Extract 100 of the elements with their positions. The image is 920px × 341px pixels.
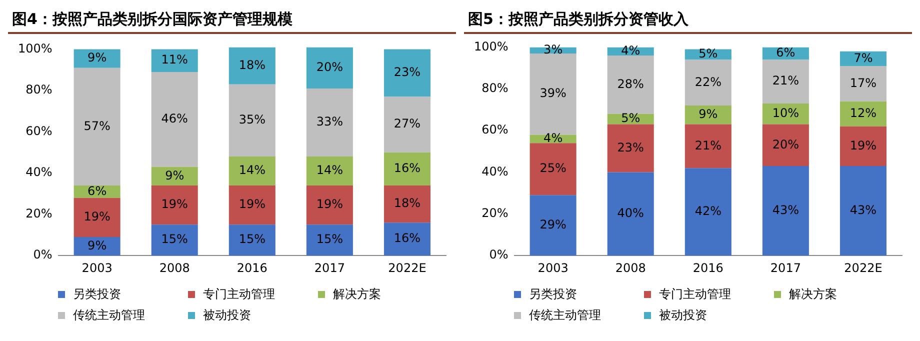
data-label: 19% [316,197,344,212]
bar [306,47,353,88]
bar [684,168,732,256]
legend-label: 被动投资 [659,307,707,324]
data-label: 20% [772,137,800,152]
data-label: 14% [316,163,344,178]
y-tick-label: 40% [26,165,52,180]
x-tick-label: 2003 [538,260,568,275]
data-label: 19% [84,210,110,224]
y-tick-label: 0% [33,248,52,262]
data-label: 19% [238,197,266,212]
legend-label: 被动投资 [203,307,251,324]
data-label: 42% [694,204,722,218]
y-tick-label: 40% [482,164,508,178]
legend-label: 解决方案 [789,286,837,303]
data-label: 23% [394,65,421,80]
data-label: 7% [854,50,873,65]
bar [840,166,886,256]
data-label: 19% [161,197,188,212]
data-label: 17% [850,76,877,90]
data-label: 15% [316,232,344,246]
bar [306,224,353,256]
bar [228,84,276,157]
y-tick-label: 20% [26,206,52,220]
data-label: 19% [850,138,877,152]
data-label: 27% [394,116,421,131]
data-label: 35% [238,112,266,127]
bar [228,224,276,256]
y-tick-label: 60% [482,122,508,137]
legend-label: 解决方案 [333,286,381,303]
y-tick-label: 100% [18,41,52,56]
legend-label: 传统主动管理 [529,307,601,324]
y-tick-label: 20% [482,206,508,220]
bar [74,198,120,238]
bar [228,47,276,84]
data-label: 6% [776,46,796,60]
x-tick-label: 2008 [159,260,190,275]
y-tick-label: 60% [26,124,52,138]
bar [607,56,654,114]
data-label: 11% [161,52,188,67]
data-label: 15% [161,232,188,246]
data-label: 18% [394,196,421,210]
bar [74,237,120,256]
data-label: 6% [88,184,107,198]
data-label: 5% [621,111,640,126]
bar [684,60,732,106]
chart-title: 图5：按照产品类别拆分资管收入 [464,8,912,34]
bar [384,49,430,97]
legend-label: 专门主动管理 [659,286,731,303]
x-tick-label: 2022E [388,260,426,275]
bar [762,103,809,124]
bar [840,101,886,126]
bar [530,53,576,135]
data-label: 25% [540,161,566,176]
data-label: 57% [84,118,110,133]
data-label: 33% [316,114,344,129]
data-label: 14% [238,163,266,178]
x-tick-label: 2003 [82,260,112,275]
bar [151,224,198,256]
bar [684,124,732,168]
data-label: 20% [316,60,344,74]
data-label: 9% [698,107,718,122]
data-label: 22% [694,74,722,89]
bar [228,156,276,186]
data-label: 40% [617,206,644,220]
data-label: 28% [617,76,644,91]
data-label: 21% [694,138,722,152]
data-label: 15% [238,232,266,246]
bar [151,185,198,225]
y-tick-label: 80% [482,81,508,96]
bar [151,72,198,167]
legend-label: 专门主动管理 [203,286,275,303]
bar [840,66,886,102]
bar [306,88,353,157]
bar [74,68,120,186]
data-label: 16% [394,231,421,246]
data-label: 23% [617,140,644,154]
x-tick-label: 2016 [692,260,724,275]
x-tick-label: 2017 [314,260,345,275]
legend-label: 另类投资 [73,286,121,303]
y-tick-label: 100% [474,39,508,54]
x-tick-label: 2008 [615,260,646,275]
y-tick-label: 0% [489,248,508,262]
data-label: 21% [772,74,800,88]
data-label: 4% [621,43,640,58]
bar [762,60,809,104]
bar [530,195,576,256]
data-label: 4% [544,131,563,146]
bar [151,166,198,186]
bar [74,49,120,68]
x-tick-label: 2022E [844,260,882,275]
chart-title: 图4：按照产品类别拆分国际资产管理规模 [8,8,456,34]
bar [384,222,430,256]
data-label: 16% [394,161,421,176]
data-label: 29% [540,218,566,232]
bar [306,156,353,186]
legend-label: 另类投资 [529,286,577,303]
bar [306,185,353,225]
bar [840,126,886,166]
bar [607,172,654,256]
